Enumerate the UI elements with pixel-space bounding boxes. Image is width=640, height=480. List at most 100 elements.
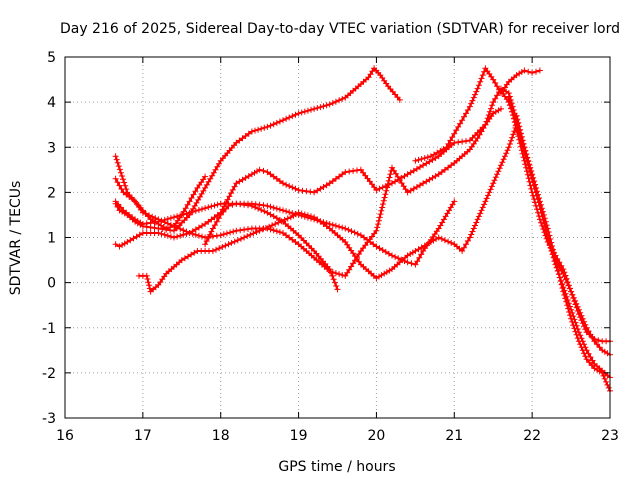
series-track-11 [505, 94, 613, 345]
data-point-marker [320, 184, 327, 190]
data-point-marker [211, 202, 218, 209]
data-point-marker [117, 204, 124, 211]
data-point-marker [273, 175, 280, 182]
data-point-marker [558, 277, 565, 284]
data-point-marker [564, 279, 571, 285]
data-point-marker [186, 198, 193, 205]
data-point-marker [283, 208, 290, 215]
data-point-marker [579, 320, 586, 327]
data-point-marker [284, 215, 291, 222]
data-point-marker [192, 231, 199, 238]
data-point-marker [376, 245, 383, 252]
data-point-marker [544, 234, 551, 241]
data-point-marker [448, 162, 455, 169]
data-point-marker [161, 216, 168, 223]
data-point-marker [252, 201, 259, 208]
data-point-marker [488, 183, 495, 190]
data-point-marker [517, 130, 524, 137]
data-point-marker [484, 115, 491, 122]
data-point-marker [133, 233, 140, 240]
data-point-marker [220, 231, 227, 238]
data-point-marker [398, 256, 405, 263]
data-point-marker [208, 228, 215, 235]
data-point-marker [582, 326, 589, 333]
data-point-marker [533, 189, 539, 196]
data-point-marker [466, 234, 473, 241]
data-point-marker [524, 158, 531, 165]
data-point-marker [529, 69, 536, 76]
data-point-marker [429, 174, 436, 181]
data-point-marker [237, 227, 244, 234]
data-point-marker [112, 198, 119, 205]
data-point-marker [474, 135, 481, 142]
data-point-marker [336, 173, 343, 180]
data-point-marker [539, 213, 546, 220]
data-point-marker [488, 105, 494, 112]
data-point-marker [562, 290, 569, 297]
data-point-marker [521, 144, 528, 151]
data-point-marker [492, 174, 499, 181]
data-point-marker [461, 113, 467, 120]
data-point-marker [298, 234, 305, 241]
data-point-marker [550, 254, 557, 261]
data-point-marker [364, 236, 371, 243]
data-point-marker [143, 272, 150, 279]
data-point-marker [523, 151, 530, 158]
data-point-marker [199, 233, 205, 240]
data-point-marker [259, 226, 266, 233]
data-point-marker [494, 92, 501, 99]
data-point-marker [448, 239, 455, 246]
data-point-marker [161, 231, 168, 238]
x-tick-label: 23 [601, 428, 619, 444]
data-point-marker [144, 276, 151, 282]
data-point-marker [524, 154, 530, 161]
data-point-marker [445, 164, 452, 171]
data-point-marker [146, 282, 153, 289]
data-point-marker [468, 231, 475, 238]
data-point-marker [563, 293, 570, 300]
data-point-marker [561, 287, 568, 294]
data-point-marker [553, 264, 560, 271]
data-point-marker [167, 224, 174, 231]
data-point-marker [120, 176, 126, 183]
data-point-marker [494, 171, 501, 178]
data-point-marker [389, 252, 395, 259]
data-point-marker [244, 233, 251, 240]
data-point-marker [542, 224, 549, 230]
series-track-5 [112, 198, 341, 293]
data-point-marker [295, 110, 302, 117]
data-point-marker [304, 214, 311, 221]
data-point-marker [269, 222, 276, 229]
data-point-marker [470, 94, 477, 101]
data-point-marker [568, 288, 575, 295]
data-point-marker [276, 216, 283, 223]
data-point-marker [119, 173, 125, 179]
data-point-marker [295, 211, 302, 218]
data-point-marker [383, 187, 390, 194]
data-point-marker [209, 233, 216, 240]
data-point-marker [121, 179, 128, 186]
data-point-marker [390, 167, 397, 174]
data-point-marker [575, 329, 582, 336]
data-point-marker [130, 235, 137, 242]
data-point-marker [486, 189, 493, 196]
data-point-marker [112, 153, 119, 160]
data-point-marker [334, 286, 341, 293]
data-point-marker [298, 212, 305, 219]
data-point-marker [381, 194, 388, 201]
data-point-marker [323, 182, 330, 189]
data-point-marker [262, 225, 269, 231]
data-point-marker [551, 258, 558, 265]
data-point-marker [481, 68, 488, 75]
data-point-marker [577, 314, 584, 321]
data-point-marker [474, 85, 481, 92]
data-point-marker [474, 216, 481, 223]
data-point-marker [336, 271, 343, 278]
data-point-marker [434, 149, 441, 156]
data-point-marker [280, 207, 286, 214]
data-point-marker [412, 157, 419, 164]
data-point-marker [416, 254, 423, 261]
data-point-marker [174, 233, 181, 240]
data-point-marker [492, 95, 499, 102]
data-point-marker [538, 209, 545, 216]
